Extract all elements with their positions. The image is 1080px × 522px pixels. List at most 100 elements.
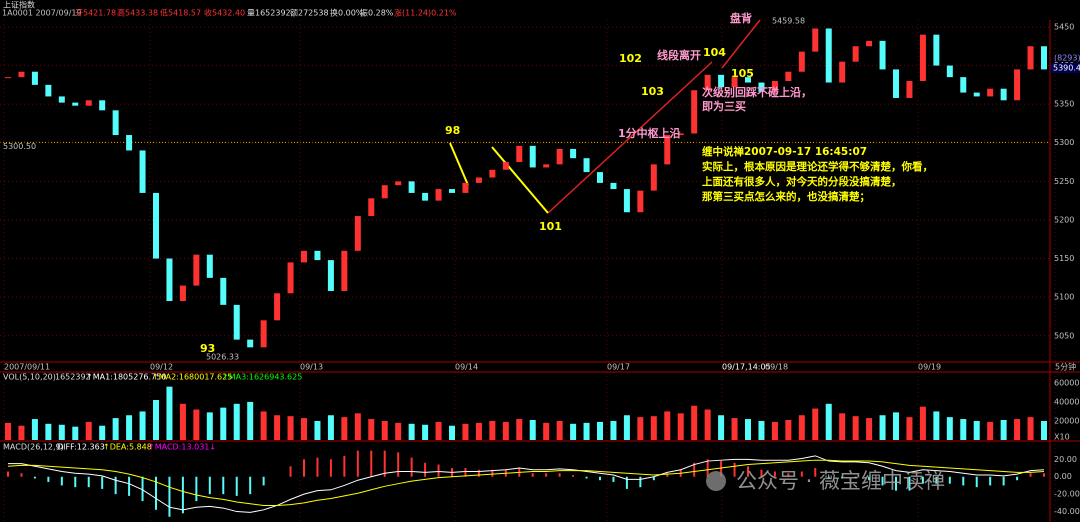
candle <box>1014 69 1021 101</box>
annotation: 101 <box>539 220 562 233</box>
y-tick-label: 600000 <box>1054 378 1080 387</box>
candle <box>274 293 281 321</box>
volume-bar <box>368 419 375 440</box>
candle <box>341 250 348 291</box>
y-tick-label: 5100 <box>1054 293 1074 302</box>
annotation: 104 <box>703 46 726 59</box>
candle <box>704 74 711 91</box>
candle <box>583 158 590 173</box>
candle <box>691 90 698 134</box>
candle <box>919 34 926 81</box>
candle <box>368 198 375 217</box>
volume-bar <box>166 386 173 440</box>
volume-bar <box>462 423 469 440</box>
volume-bar <box>825 403 832 440</box>
y-tick-label: 5300 <box>1054 138 1074 147</box>
annotation: 93 <box>200 342 215 355</box>
macd-header: ↑MACD:13.031↓ <box>148 443 216 452</box>
volume-bar <box>153 400 159 440</box>
volume-bar <box>731 418 738 440</box>
candle <box>408 181 415 193</box>
annotation: 上面还有很多人，对今天的分段没搞清楚， <box>702 175 902 188</box>
y-tick-label: -40.00 <box>1054 507 1080 516</box>
candle <box>650 164 657 191</box>
annotation: 102 <box>619 52 642 65</box>
volume-header: 1652392 <box>55 373 91 382</box>
volume-bar <box>381 420 388 440</box>
candle <box>126 135 133 151</box>
candle <box>233 304 240 340</box>
candle <box>556 148 563 165</box>
volume-bar <box>879 415 886 440</box>
volume-bar <box>718 415 725 440</box>
candle <box>112 110 119 136</box>
annotation: 5459.58 <box>772 17 805 26</box>
y-tick-label: 5050 <box>1054 331 1074 340</box>
volume-bar <box>72 426 79 440</box>
header-field: 开5421.78 <box>75 9 116 18</box>
volume-bar <box>126 415 133 440</box>
volume-bar <box>987 421 994 440</box>
candle <box>99 100 106 111</box>
x-tick-label: 09/12 <box>150 363 173 372</box>
candle <box>879 40 886 70</box>
volume-bar <box>758 420 765 440</box>
volume-bar <box>449 425 455 440</box>
candle <box>489 169 496 178</box>
candle <box>866 40 873 47</box>
candle <box>85 100 92 106</box>
volume-bar <box>45 423 52 440</box>
y-tick-label: 0.00 <box>1054 472 1072 481</box>
candle <box>72 102 79 106</box>
volume-bar <box>529 420 536 440</box>
candle <box>825 28 832 83</box>
volume-bar <box>812 408 819 440</box>
volume-bar <box>354 413 361 440</box>
candle <box>718 74 725 88</box>
annotation: 98 <box>445 124 460 137</box>
volume-unit: X10 <box>1054 433 1070 442</box>
candle <box>785 71 792 81</box>
candle <box>139 150 146 193</box>
candle <box>381 185 388 199</box>
x-tick-label: 09/17 <box>607 363 630 372</box>
volume-bar <box>341 417 348 440</box>
volume-bar <box>583 422 590 440</box>
volume-header: VOL(5,10,20) <box>3 373 56 382</box>
volume-bar <box>5 422 11 440</box>
volume-bar <box>287 416 294 440</box>
volume-bar <box>58 424 65 440</box>
header-field: 1A0001 2007/09/19 <box>2 9 82 18</box>
candle <box>475 177 482 183</box>
header-field: 低5418.57 <box>160 8 201 18</box>
candle <box>987 88 994 97</box>
volume-bar <box>516 419 523 440</box>
candle <box>758 82 765 92</box>
x-tick-label: 5分钟 <box>1055 362 1076 372</box>
volume-bar <box>260 411 267 440</box>
x-tick-label: 09/17,14:05 <box>722 363 771 372</box>
candle <box>327 260 334 291</box>
candle <box>610 182 617 190</box>
candle <box>664 135 671 165</box>
candle <box>893 69 899 98</box>
y-tick-label: 5200 <box>1054 215 1074 224</box>
candle <box>960 77 967 93</box>
annotation: 5026.33 <box>206 353 239 362</box>
arrow <box>491 146 549 214</box>
candle <box>31 71 38 85</box>
y-tick-label: 200000 <box>1054 416 1080 425</box>
candle <box>677 133 684 136</box>
volume-bar <box>1000 420 1007 440</box>
volume-bar <box>99 425 106 440</box>
y-tick-label: 5350 <box>1054 100 1074 109</box>
candle <box>301 250 307 263</box>
volume-bar <box>852 416 859 440</box>
header-field: 额272538 <box>290 8 329 18</box>
trend-line <box>721 19 761 69</box>
candle <box>973 92 980 97</box>
candle <box>260 320 267 348</box>
annotation: 线段离开 <box>657 48 701 62</box>
volume-bar <box>274 415 281 440</box>
